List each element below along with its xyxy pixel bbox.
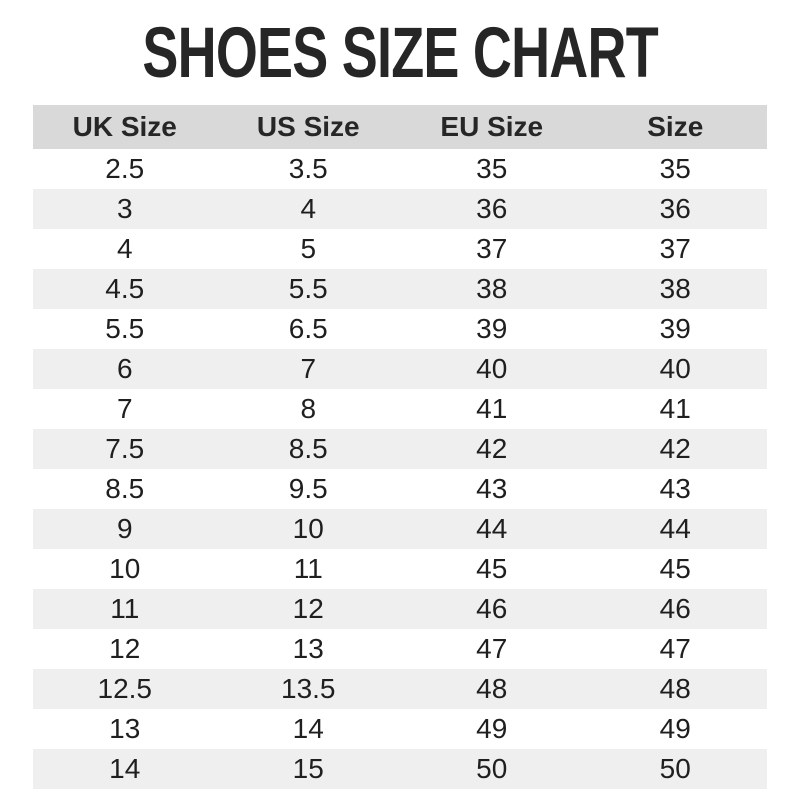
table-row: 9 10 44 44 xyxy=(33,509,767,549)
table-cell: 46 xyxy=(476,593,508,624)
table-cell: 39 xyxy=(476,313,508,344)
table-header: UK Size US Size EU Size Size xyxy=(33,105,767,149)
table-cell: 41 xyxy=(659,393,691,424)
table-row: 5.5 6.5 39 39 xyxy=(33,309,767,349)
table-row: 10 11 45 45 xyxy=(33,549,767,589)
table-cell: 3.5 xyxy=(288,153,328,184)
table-cell: 13.5 xyxy=(281,673,336,704)
table-cell: 7.5 xyxy=(105,433,145,464)
table-cell: 38 xyxy=(476,273,508,304)
table-cell: 13 xyxy=(109,713,141,744)
column-header: EU Size xyxy=(400,105,584,149)
table-row: 6 7 40 40 xyxy=(33,349,767,389)
table-cell: 5 xyxy=(300,233,317,264)
table-cell: 38 xyxy=(659,273,691,304)
table-header-row: UK Size US Size EU Size Size xyxy=(33,105,767,149)
table-cell: 49 xyxy=(659,713,691,744)
table-cell: 3 xyxy=(116,193,133,224)
table-row: 4 5 37 37 xyxy=(33,229,767,269)
table-cell: 4 xyxy=(300,193,317,224)
table-cell: 50 xyxy=(659,753,691,784)
table-row: 4.5 5.5 38 38 xyxy=(33,269,767,309)
table-row: 7.5 8.5 42 42 xyxy=(33,429,767,469)
table-cell: 8 xyxy=(300,393,317,424)
column-header: UK Size xyxy=(33,105,217,149)
table-cell: 12 xyxy=(109,633,141,664)
table-cell: 45 xyxy=(659,553,691,584)
title-container: SHOES SIZE CHART xyxy=(0,0,800,89)
table-cell: 47 xyxy=(476,633,508,664)
table-row: 13 14 49 49 xyxy=(33,709,767,749)
table-cell: 2.5 xyxy=(105,153,145,184)
table-cell: 11 xyxy=(110,593,140,624)
table-body: 2.5 3.5 35 35 3 4 36 36 4 5 37 37 4.5 5.5 38 38 5.5 6.5 39… xyxy=(33,149,767,789)
column-header: US Size xyxy=(216,105,400,149)
table-row: 12.5 13.5 48 48 xyxy=(33,669,767,709)
table-cell: 36 xyxy=(476,193,508,224)
table-cell: 12.5 xyxy=(97,673,153,704)
table-cell: 50 xyxy=(476,753,508,784)
table-cell: 15 xyxy=(292,753,324,784)
table-cell: 44 xyxy=(659,513,691,544)
column-header: Size xyxy=(583,105,767,149)
table-cell: 8.5 xyxy=(288,433,328,464)
table-cell: 12 xyxy=(292,593,324,624)
table-cell: 13 xyxy=(292,633,324,664)
table-row: 2.5 3.5 35 35 xyxy=(33,149,767,189)
table-cell: 37 xyxy=(476,233,508,264)
table-cell: 5.5 xyxy=(105,313,145,344)
table-cell: 10 xyxy=(292,513,324,544)
table-row: 12 13 47 47 xyxy=(33,629,767,669)
table-cell: 49 xyxy=(476,713,508,744)
table-cell: 6 xyxy=(116,353,133,384)
table-cell: 46 xyxy=(659,593,691,624)
table-cell: 35 xyxy=(659,153,691,184)
table-cell: 42 xyxy=(659,433,691,464)
table-cell: 8.5 xyxy=(105,473,145,504)
table-cell: 43 xyxy=(476,473,508,504)
table-cell: 14 xyxy=(109,753,141,784)
table-cell: 43 xyxy=(659,473,691,504)
table-row: 3 4 36 36 xyxy=(33,189,767,229)
table-cell: 48 xyxy=(476,673,508,704)
table-row: 7 8 41 41 xyxy=(33,389,767,429)
table-cell: 36 xyxy=(659,193,691,224)
table-cell: 4.5 xyxy=(105,273,145,304)
table-cell: 7 xyxy=(116,393,133,424)
table-cell: 6.5 xyxy=(288,313,328,344)
table-cell: 40 xyxy=(659,353,691,384)
table-cell: 7 xyxy=(300,353,317,384)
table-cell: 14 xyxy=(292,713,324,744)
table-cell: 9 xyxy=(116,513,133,544)
table-cell: 37 xyxy=(659,233,691,264)
table-cell: 39 xyxy=(659,313,691,344)
table-cell: 9.5 xyxy=(288,473,328,504)
table-row: 8.5 9.5 43 43 xyxy=(33,469,767,509)
table-row: 14 15 50 50 xyxy=(33,749,767,789)
table-row: 11 12 46 46 xyxy=(33,589,767,629)
table-cell: 11 xyxy=(293,553,323,584)
table-cell: 5.5 xyxy=(288,273,328,304)
table-cell: 35 xyxy=(476,153,508,184)
shoe-size-table: UK Size US Size EU Size Size 2.5 3.5 35 35 3 4 36… xyxy=(33,105,767,789)
table-cell: 10 xyxy=(109,553,141,584)
table-cell: 42 xyxy=(476,433,508,464)
table-cell: 4 xyxy=(116,233,133,264)
table-cell: 44 xyxy=(476,513,508,544)
table-cell: 45 xyxy=(476,553,508,584)
table-cell: 47 xyxy=(659,633,691,664)
table-cell: 48 xyxy=(659,673,691,704)
table-cell: 40 xyxy=(476,353,508,384)
page-title: SHOES SIZE CHART xyxy=(142,14,658,93)
table-cell: 41 xyxy=(476,393,508,424)
